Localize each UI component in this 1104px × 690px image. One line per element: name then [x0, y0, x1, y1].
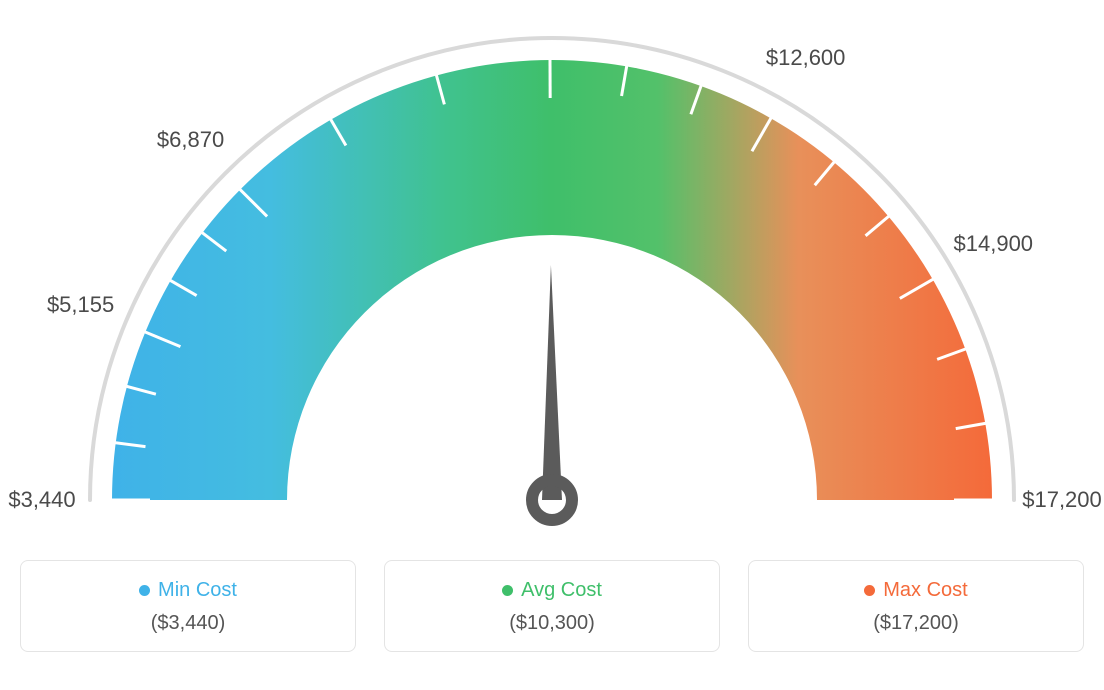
dot-icon	[864, 585, 875, 596]
legend-row: Min Cost ($3,440) Avg Cost ($10,300) Max…	[20, 560, 1084, 652]
legend-title-text: Max Cost	[883, 579, 967, 602]
gauge-tick-label: $3,440	[8, 487, 75, 513]
cost-gauge: $3,440$5,155$6,870$10,300$12,600$14,900$…	[20, 20, 1084, 540]
legend-card-avg: Avg Cost ($10,300)	[384, 560, 720, 652]
gauge-tick-label: $12,600	[766, 45, 846, 71]
gauge-tick-label: $6,870	[157, 127, 224, 153]
dot-icon	[139, 585, 150, 596]
legend-title-max: Max Cost	[864, 579, 967, 602]
legend-value-avg: ($10,300)	[395, 612, 709, 635]
legend-title-min: Min Cost	[139, 579, 237, 602]
gauge-tick-label: $10,300	[510, 0, 590, 3]
legend-title-text: Min Cost	[158, 579, 237, 602]
dot-icon	[502, 585, 513, 596]
gauge-tick-label: $14,900	[954, 231, 1034, 257]
gauge-tick-label: $17,200	[1022, 487, 1102, 513]
legend-value-min: ($3,440)	[31, 612, 345, 635]
legend-card-max: Max Cost ($17,200)	[748, 560, 1084, 652]
legend-title-text: Avg Cost	[521, 579, 602, 602]
gauge-tick-label: $5,155	[47, 292, 114, 318]
legend-value-max: ($17,200)	[759, 612, 1073, 635]
legend-card-min: Min Cost ($3,440)	[20, 560, 356, 652]
legend-title-avg: Avg Cost	[502, 579, 602, 602]
gauge-svg	[20, 20, 1084, 540]
